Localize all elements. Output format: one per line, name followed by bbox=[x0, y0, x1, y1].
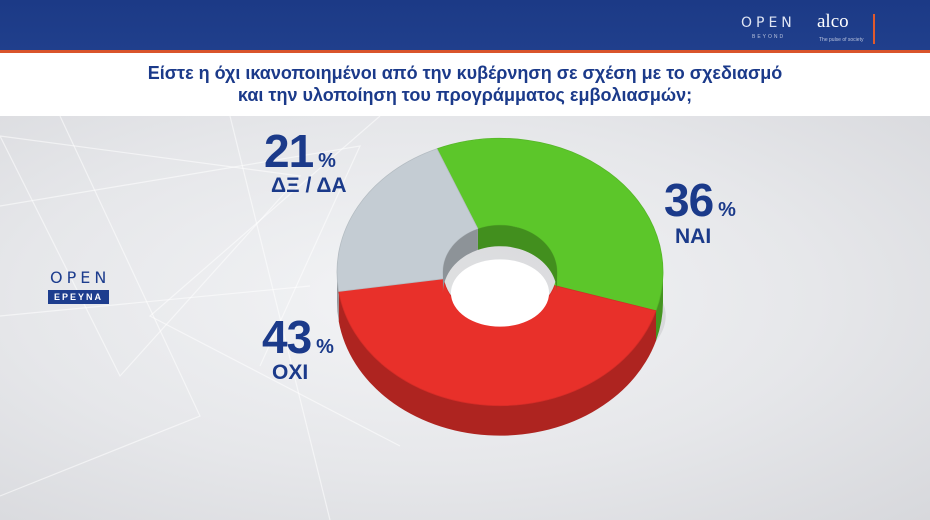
value-label-oxi-percent: % bbox=[316, 336, 334, 358]
slice-dx-da-inner-wall bbox=[442, 228, 478, 293]
chart-title-line-1: Είστε η όχι ικανοποιημένοι από την κυβέρ… bbox=[147, 63, 783, 83]
open-beyond-logo: OPEN bbox=[741, 15, 796, 31]
value-label-dx-da-percent: % bbox=[318, 150, 336, 172]
open-erevna-logo: OPEN bbox=[50, 268, 111, 287]
chart-title-line-2: και την υλοποίηση του προγράμματος εμβολ… bbox=[237, 85, 693, 105]
slice-nai-inner-wall bbox=[477, 225, 558, 293]
category-label-oxi: ΟΧΙ bbox=[272, 361, 309, 384]
category-label-dx-da: ΔΞ / ΔΑ bbox=[271, 174, 347, 197]
value-label-nai: 36% bbox=[664, 173, 736, 227]
value-label-nai-percent: % bbox=[718, 199, 736, 221]
value-label-dx-da-number: 21 bbox=[264, 125, 314, 177]
value-label-oxi-number: 43 bbox=[262, 311, 312, 363]
donut-hole bbox=[450, 259, 550, 327]
value-label-nai-number: 36 bbox=[664, 174, 714, 226]
header-accent-line bbox=[0, 50, 930, 53]
open-beyond-tagline: BEYOND bbox=[752, 34, 786, 40]
value-label-oxi: 43% bbox=[262, 310, 334, 364]
slice-nai-side bbox=[656, 272, 663, 341]
background-decoration bbox=[0, 116, 401, 520]
chart-title: Είστε η όχι ικανοποιημένοι από την κυβέρ… bbox=[0, 62, 930, 106]
alco-logo-bar bbox=[873, 14, 875, 44]
title-area bbox=[0, 53, 930, 115]
category-label-nai: ΝΑΙ bbox=[675, 225, 712, 248]
slice-oxi-side bbox=[338, 291, 657, 436]
alco-logo: alco bbox=[817, 11, 849, 32]
value-label-dx-da: 21% bbox=[264, 124, 336, 178]
alco-tagline: The pulse of society bbox=[819, 37, 864, 43]
erevna-badge: ΕΡΕΥΝΑ bbox=[48, 290, 110, 304]
header-bar bbox=[0, 0, 930, 50]
